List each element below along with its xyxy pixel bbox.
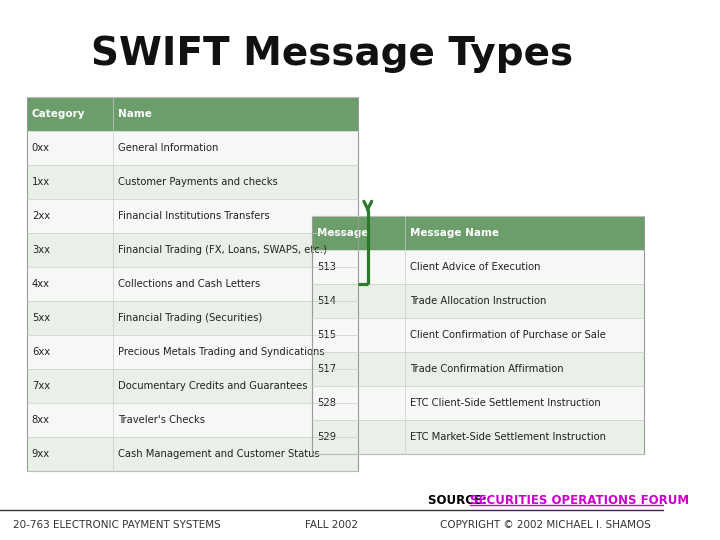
Text: 528: 528 xyxy=(318,398,336,408)
Bar xyxy=(312,420,644,454)
Text: Financial Trading (FX, Loans, SWAPS, etc.): Financial Trading (FX, Loans, SWAPS, etc… xyxy=(118,245,327,255)
Text: Financial Institutions Transfers: Financial Institutions Transfers xyxy=(118,211,270,221)
Text: Trade Confirmation Affirmation: Trade Confirmation Affirmation xyxy=(410,364,564,374)
Text: 20-763 ELECTRONIC PAYMENT SYSTEMS: 20-763 ELECTRONIC PAYMENT SYSTEMS xyxy=(13,521,221,530)
Text: FALL 2002: FALL 2002 xyxy=(305,521,359,530)
Bar xyxy=(27,165,359,199)
Text: 514: 514 xyxy=(318,296,336,306)
Bar xyxy=(312,284,644,318)
Text: Financial Trading (Securities): Financial Trading (Securities) xyxy=(118,313,262,323)
Text: ETC Client-Side Settlement Instruction: ETC Client-Side Settlement Instruction xyxy=(410,398,601,408)
Text: 8xx: 8xx xyxy=(32,415,50,426)
Text: Collections and Cash Letters: Collections and Cash Letters xyxy=(118,279,261,289)
Bar xyxy=(27,97,359,131)
Text: Customer Payments and checks: Customer Payments and checks xyxy=(118,177,278,187)
Text: Message Name: Message Name xyxy=(410,228,499,238)
Bar xyxy=(312,250,644,284)
Text: Client Confirmation of Purchase or Sale: Client Confirmation of Purchase or Sale xyxy=(410,330,606,340)
Bar xyxy=(27,267,359,301)
Bar xyxy=(27,97,359,471)
Text: 6xx: 6xx xyxy=(32,347,50,357)
Text: 513: 513 xyxy=(318,262,336,272)
Text: 2xx: 2xx xyxy=(32,211,50,221)
Text: 7xx: 7xx xyxy=(32,381,50,391)
Bar xyxy=(312,352,644,386)
Bar xyxy=(27,199,359,233)
Bar xyxy=(27,335,359,369)
Bar xyxy=(312,386,644,420)
Text: Documentary Credits and Guarantees: Documentary Credits and Guarantees xyxy=(118,381,307,391)
Text: SECURITIES OPERATIONS FORUM: SECURITIES OPERATIONS FORUM xyxy=(470,494,689,507)
Text: SWIFT Message Types: SWIFT Message Types xyxy=(91,35,573,73)
Text: 529: 529 xyxy=(318,432,336,442)
Bar xyxy=(312,216,644,454)
Text: COPYRIGHT © 2002 MICHAEL I. SHAMOS: COPYRIGHT © 2002 MICHAEL I. SHAMOS xyxy=(440,521,651,530)
Bar xyxy=(27,403,359,437)
Text: 3xx: 3xx xyxy=(32,245,50,255)
Text: 9xx: 9xx xyxy=(32,449,50,460)
Bar xyxy=(27,437,359,471)
Bar xyxy=(27,301,359,335)
Text: Trade Allocation Instruction: Trade Allocation Instruction xyxy=(410,296,546,306)
Text: Cash Management and Customer Status: Cash Management and Customer Status xyxy=(118,449,320,460)
Text: 5xx: 5xx xyxy=(32,313,50,323)
Bar xyxy=(27,369,359,403)
Text: SOURCE:: SOURCE: xyxy=(428,494,491,507)
Text: Precious Metals Trading and Syndications: Precious Metals Trading and Syndications xyxy=(118,347,325,357)
Text: Client Advice of Execution: Client Advice of Execution xyxy=(410,262,541,272)
Bar xyxy=(312,318,644,352)
Bar xyxy=(27,131,359,165)
Text: 1xx: 1xx xyxy=(32,177,50,187)
Text: Name: Name xyxy=(118,109,152,119)
Text: General Information: General Information xyxy=(118,143,219,153)
Text: Traveler's Checks: Traveler's Checks xyxy=(118,415,205,426)
Text: 517: 517 xyxy=(318,364,336,374)
Bar xyxy=(27,233,359,267)
Text: Message: Message xyxy=(318,228,369,238)
Text: ETC Market-Side Settlement Instruction: ETC Market-Side Settlement Instruction xyxy=(410,432,606,442)
Text: Category: Category xyxy=(32,109,86,119)
Text: 515: 515 xyxy=(318,330,336,340)
Text: 4xx: 4xx xyxy=(32,279,50,289)
Text: 0xx: 0xx xyxy=(32,143,50,153)
Bar xyxy=(312,216,644,250)
